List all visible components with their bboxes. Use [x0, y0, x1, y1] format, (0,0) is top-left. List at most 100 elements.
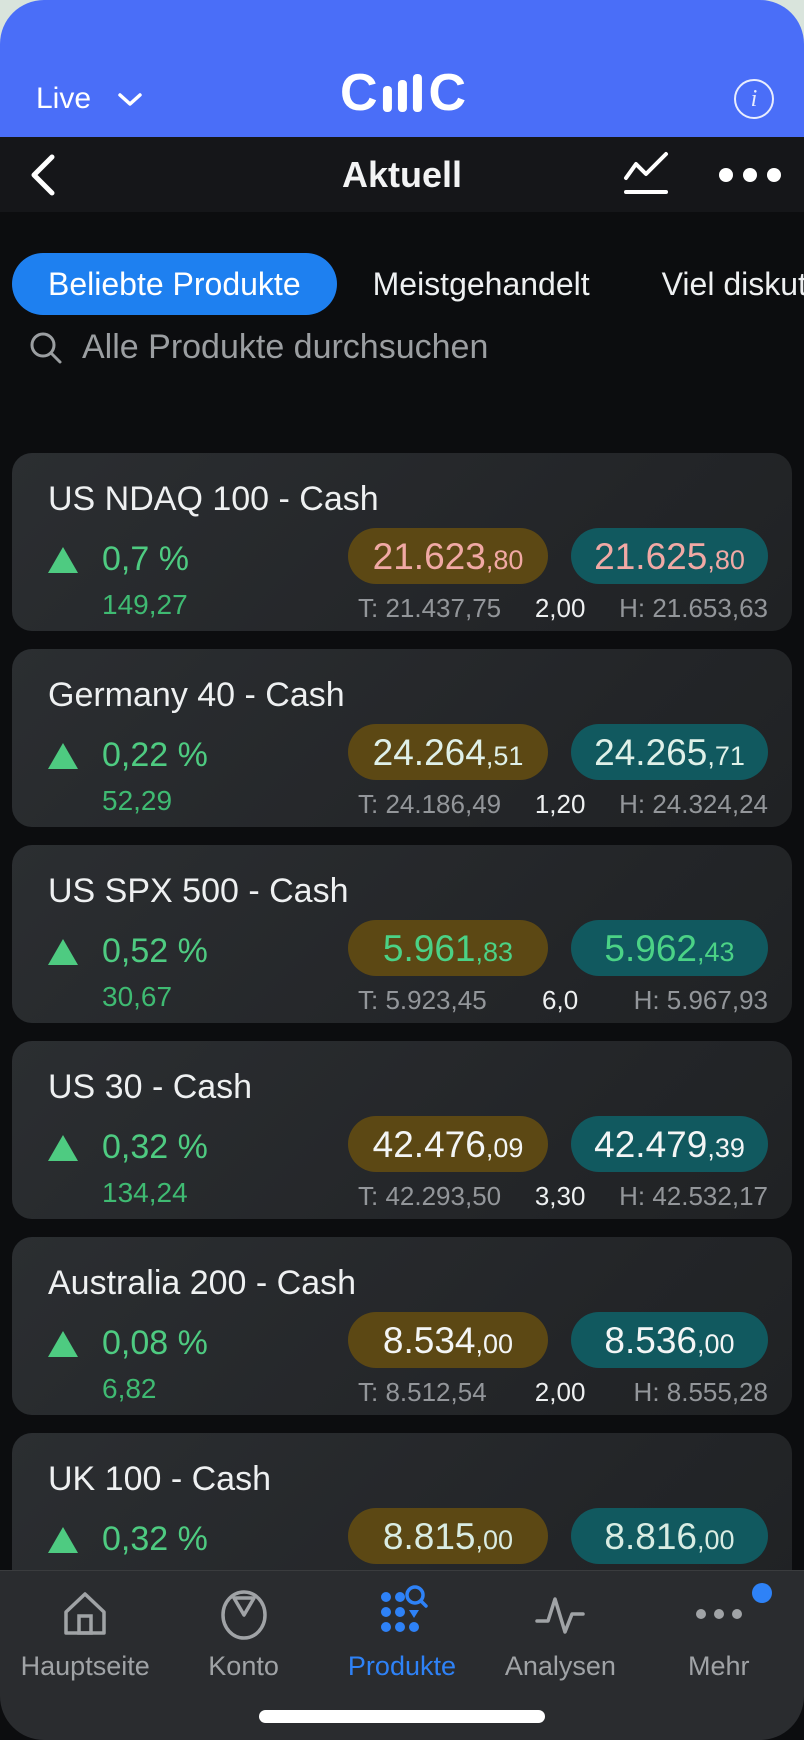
day-high-value: H: 42.532,17 — [619, 1181, 768, 1211]
sell-price: 21.623 — [372, 536, 486, 577]
buy-price: 21.625 — [594, 536, 708, 577]
sell-price-button[interactable]: 42.476,09 — [348, 1116, 548, 1172]
home-icon — [56, 1585, 114, 1643]
tab-meistgehandelt[interactable]: Meistgehandelt — [372, 265, 590, 302]
nav-label: Konto — [208, 1651, 279, 1681]
product-card[interactable]: Germany 40 - Cash 0,22 % 52,29 24.264,51 — [12, 649, 792, 827]
change-percent: 0,32 % — [102, 1520, 208, 1558]
product-tabs: Beliebte Produkte Meistgehandelt Viel di… — [12, 253, 804, 315]
chart-icon[interactable] — [622, 150, 674, 200]
buy-price-button[interactable]: 24.265,71 — [571, 724, 768, 780]
change-percent: 0,52 % — [102, 932, 208, 970]
product-name: US 30 - Cash — [48, 1068, 253, 1106]
day-low-value: T: 42.293,50 — [358, 1181, 502, 1211]
change-percent: 0,32 % — [102, 1128, 208, 1166]
up-triangle-icon — [48, 546, 78, 573]
sell-price: 5.961 — [382, 928, 476, 969]
nav-label: Analysen — [504, 1651, 616, 1681]
up-triangle-icon — [48, 1134, 78, 1161]
live-label: Live — [36, 82, 92, 115]
day-low-value: T: 21.437,75 — [358, 593, 502, 623]
change-absolute: 52,29 — [102, 785, 173, 816]
tab-beliebte-produkte[interactable]: Beliebte Produkte — [12, 253, 337, 315]
buy-price: 5.962 — [604, 928, 698, 969]
nav-mehr[interactable]: Mehr — [644, 1583, 794, 1740]
change-percent: 0,08 % — [102, 1324, 208, 1362]
up-triangle-icon — [48, 1526, 78, 1553]
buy-price-decimals: ,39 — [707, 1133, 745, 1163]
up-triangle-icon — [48, 1330, 78, 1357]
notification-badge — [751, 1583, 772, 1603]
back-button[interactable] — [26, 151, 60, 199]
product-name: Germany 40 - Cash — [48, 676, 345, 714]
bottom-navigation: Hauptseite Konto — [0, 1570, 804, 1740]
change-percent: 0,7 % — [102, 540, 189, 578]
account-header: Live C C i — [0, 0, 804, 137]
sell-price-decimals: ,09 — [485, 1133, 524, 1163]
buy-price-decimals: ,43 — [697, 937, 735, 967]
products-grid-search-icon — [373, 1585, 431, 1643]
account-mode-selector[interactable]: Live — [36, 82, 216, 116]
spread-value: 3,30 — [534, 1181, 586, 1211]
product-name: UK 100 - Cash — [48, 1460, 271, 1498]
sell-price-button[interactable]: 8.534,00 — [348, 1312, 548, 1368]
product-name: US SPX 500 - Cash — [48, 872, 349, 910]
buy-price: 24.265 — [594, 732, 708, 773]
buy-price-button[interactable]: 5.962,43 — [571, 920, 768, 976]
pulse-icon — [531, 1585, 589, 1643]
spread-value: 6,0 — [542, 985, 579, 1015]
day-low-value: T: 5.923,45 — [358, 985, 487, 1015]
cmc-logo: C C — [339, 64, 466, 122]
product-name: US NDAQ 100 - Cash — [48, 480, 379, 518]
buy-price-button[interactable]: 42.479,39 — [571, 1116, 768, 1172]
product-card[interactable]: US 30 - Cash 0,32 % 134,24 42.476,09 — [12, 1041, 792, 1219]
sell-price: 42.476 — [372, 1124, 486, 1165]
search-placeholder: Alle Produkte durchsuchen — [82, 328, 489, 366]
product-card[interactable]: US SPX 500 - Cash 0,52 % 30,67 5.961,83 — [12, 845, 792, 1023]
page-title: Aktuell — [341, 153, 463, 195]
buy-price: 8.536 — [604, 1320, 698, 1361]
change-absolute: 134,24 — [102, 1177, 188, 1208]
up-triangle-icon — [48, 938, 78, 965]
change-absolute: 149,27 — [102, 589, 188, 620]
more-options-icon[interactable] — [718, 167, 782, 183]
search-input[interactable]: Alle Produkte durchsuchen — [28, 328, 778, 367]
sell-price: 8.534 — [382, 1320, 476, 1361]
nav-label: Produkte — [347, 1651, 456, 1681]
nav-konto[interactable]: Konto — [169, 1585, 319, 1740]
sell-price-decimals: ,51 — [485, 741, 524, 771]
info-icon[interactable]: i — [734, 79, 774, 119]
sell-price: 8.815 — [382, 1516, 476, 1557]
spread-value: 2,00 — [534, 593, 586, 623]
sell-price-button[interactable]: 24.264,51 — [348, 724, 548, 780]
day-high-value: H: 24.324,24 — [619, 789, 768, 819]
buy-price-button[interactable]: 8.816,00 — [571, 1508, 768, 1564]
tab-viel-diskutiert[interactable]: Viel diskutiert — [661, 265, 804, 302]
spread-value: 1,20 — [534, 789, 586, 819]
change-percent: 0,22 % — [102, 736, 208, 774]
nav-analysen[interactable]: Analysen — [485, 1585, 635, 1740]
day-high-value: H: 8.555,28 — [633, 1377, 768, 1407]
sell-price-button[interactable]: 21.623,80 — [348, 528, 548, 584]
nav-label: Mehr — [687, 1651, 750, 1681]
ellipsis-icon — [690, 1585, 748, 1643]
day-low-value: T: 24.186,49 — [358, 789, 502, 819]
product-card[interactable]: Australia 200 - Cash 0,08 % 6,82 8.534,0… — [12, 1237, 792, 1415]
buy-price-decimals: ,71 — [707, 741, 745, 771]
sell-price-decimals: ,00 — [475, 1329, 514, 1359]
chevron-down-icon — [117, 91, 143, 107]
change-absolute: 6,82 — [102, 1373, 157, 1404]
product-card[interactable]: US NDAQ 100 - Cash 0,7 % 149,27 21.623,8… — [12, 453, 792, 631]
product-list: US NDAQ 100 - Cash 0,7 % 149,27 21.623,8… — [12, 453, 792, 1629]
buy-price-button[interactable]: 8.536,00 — [571, 1312, 768, 1368]
nav-hauptseite[interactable]: Hauptseite — [10, 1585, 160, 1740]
sell-price-button[interactable]: 8.815,00 — [348, 1508, 548, 1564]
buy-price-decimals: ,00 — [697, 1329, 735, 1359]
home-indicator[interactable] — [259, 1710, 545, 1723]
account-gauge-icon — [215, 1585, 273, 1643]
up-triangle-icon — [48, 742, 78, 769]
buy-price-button[interactable]: 21.625,80 — [571, 528, 768, 584]
buy-price-decimals: ,80 — [707, 545, 745, 575]
sell-price-button[interactable]: 5.961,83 — [348, 920, 548, 976]
nav-produkte[interactable]: Produkte — [327, 1585, 477, 1740]
